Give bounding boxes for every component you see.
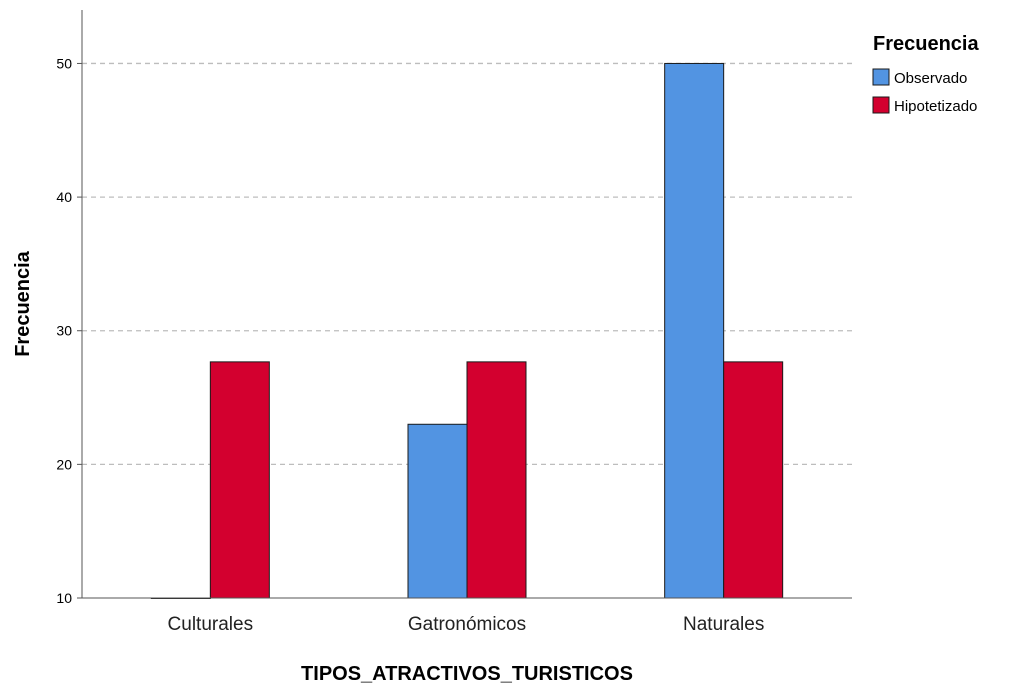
x-tick-label: Gatronómicos bbox=[408, 614, 526, 635]
x-tick-label: Naturales bbox=[683, 614, 764, 635]
x-tick-labels: Culturales Gatronómicos Naturales bbox=[168, 614, 765, 635]
legend-swatch bbox=[872, 68, 890, 86]
bar-naturales-observado bbox=[664, 62, 725, 599]
bar-culturales-hipotetizado bbox=[209, 361, 270, 599]
y-tick-label: 50 bbox=[56, 55, 72, 71]
legend-swatch bbox=[872, 96, 890, 114]
bars bbox=[150, 62, 784, 599]
legend-label: Observado bbox=[894, 70, 967, 87]
x-axis-title: TIPOS_ATRACTIVOS_TURISTICOS bbox=[301, 663, 633, 685]
y-tick-label: 20 bbox=[56, 456, 72, 472]
legend-title: Frecuencia bbox=[873, 33, 979, 55]
y-tick-label: 10 bbox=[56, 590, 72, 606]
bar-gatron-micos-observado bbox=[407, 423, 468, 599]
bar-naturales-hipotetizado bbox=[723, 361, 784, 599]
y-tick-label: 40 bbox=[56, 189, 72, 205]
axes bbox=[81, 10, 852, 599]
y-tick-label: 30 bbox=[56, 323, 72, 339]
y-tick-labels: 10 20 30 40 50 bbox=[56, 55, 82, 606]
x-tick-label: Culturales bbox=[168, 614, 254, 635]
legend: Frecuencia Observado Hipotetizado bbox=[872, 33, 979, 115]
legend-label: Hipotetizado bbox=[894, 98, 977, 115]
y-axis-title: Frecuencia bbox=[12, 250, 34, 356]
bar-gatron-micos-hipotetizado bbox=[466, 361, 527, 599]
